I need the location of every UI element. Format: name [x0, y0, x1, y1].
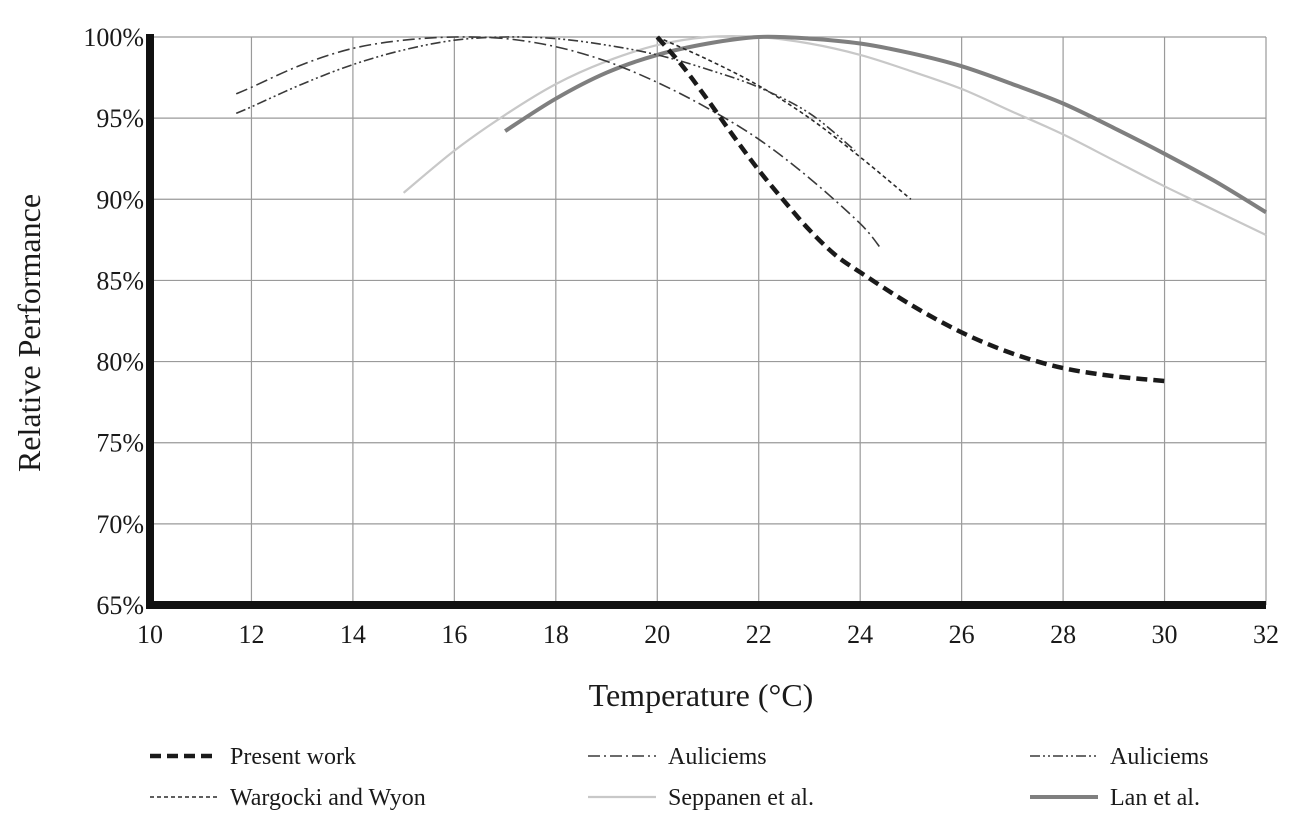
x-tick-label: 30	[1152, 620, 1178, 649]
y-tick-label: 100%	[83, 23, 144, 52]
x-tick-label: 24	[847, 620, 873, 649]
axes	[146, 34, 1266, 609]
legend-label-3: Wargocki and Wyon	[230, 785, 426, 811]
series-line-2	[235, 36, 856, 152]
series-line-3	[656, 36, 912, 200]
series-group	[235, 34, 1268, 384]
x-tick-label: 14	[340, 620, 366, 649]
x-tick-label: 20	[644, 620, 670, 649]
legend-label-5: Lan et al.	[1110, 785, 1200, 811]
x-tick-label: 10	[137, 620, 163, 649]
x-tick-label: 26	[949, 620, 975, 649]
x-tick-label: 12	[238, 620, 264, 649]
x-tick-label: 18	[543, 620, 569, 649]
tick-labels: 10 12 14 16 18 20 22 24 26 28 30 32 65% 70% 75% 80% 85% 9…	[83, 23, 1279, 649]
series-line-0	[655, 35, 1165, 384]
legend-label-2: Auliciems	[1110, 744, 1209, 770]
series-line-4	[402, 34, 1267, 236]
y-tick-label: 70%	[96, 510, 144, 539]
y-tick-label: 75%	[96, 429, 144, 458]
x-tick-label: 28	[1050, 620, 1076, 649]
x-tick-label: 16	[441, 620, 467, 649]
y-tick-label: 65%	[96, 591, 144, 620]
y-axis-label: Relative Performance	[11, 194, 47, 472]
x-tick-label: 32	[1253, 620, 1279, 649]
y-tick-label: 95%	[96, 104, 144, 133]
y-tick-label: 90%	[96, 185, 144, 214]
legend-label-0: Present work	[230, 744, 356, 770]
x-tick-label: 22	[746, 620, 772, 649]
y-tick-label: 85%	[96, 266, 144, 295]
legend-label-1: Auliciems	[668, 744, 767, 770]
legend-label-4: Seppanen et al.	[668, 785, 814, 811]
legend: Present work Auliciems Auliciems Wargocki a…	[150, 744, 1209, 811]
x-axis-label: Temperature (°C)	[589, 677, 814, 713]
y-tick-label: 80%	[96, 348, 144, 377]
series-line-5	[504, 34, 1268, 215]
series-line-1	[235, 36, 882, 249]
